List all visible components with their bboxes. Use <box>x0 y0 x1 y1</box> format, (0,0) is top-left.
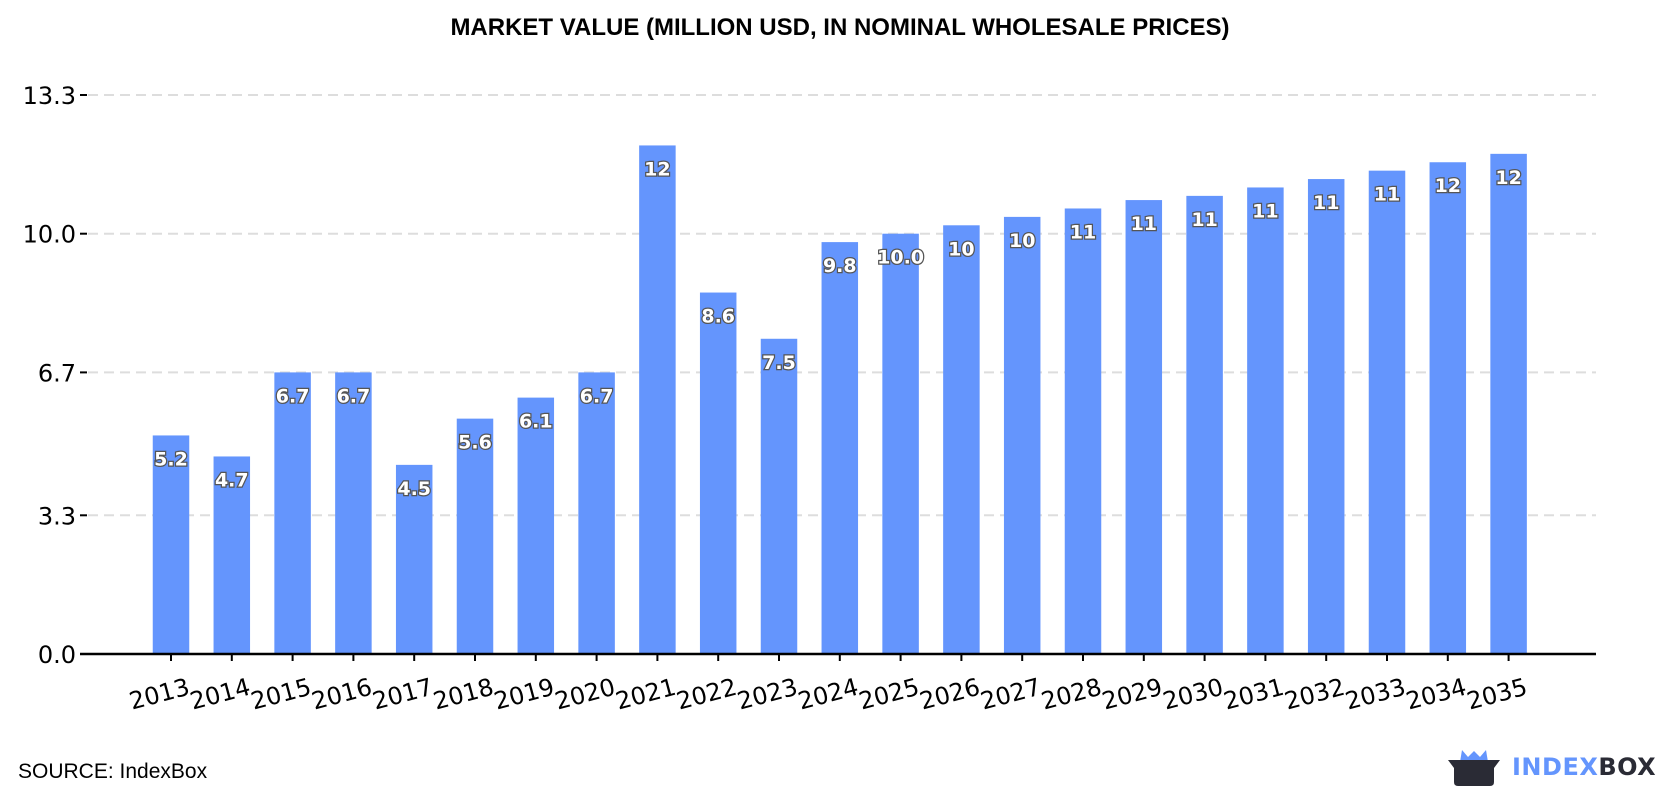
x-tick-label: 2030 <box>1160 673 1226 716</box>
data-label: 4.7 <box>215 469 249 491</box>
bar <box>1490 153 1527 654</box>
data-label: 6.7 <box>580 385 614 407</box>
x-tick-label: 2033 <box>1342 673 1408 716</box>
x-tick-label: 2018 <box>430 673 496 716</box>
indexbox-logo: INDEXBOX <box>1448 748 1656 786</box>
x-tick-label: 2024 <box>795 673 861 716</box>
data-label: 10 <box>948 238 974 260</box>
x-tick-label: 2022 <box>674 673 740 716</box>
bar <box>395 464 433 654</box>
y-tick-label: 6.7 <box>38 359 76 387</box>
data-label: 9.8 <box>823 255 857 277</box>
x-tick-label: 2021 <box>613 673 679 716</box>
bar <box>456 418 494 654</box>
x-tick-label: 2032 <box>1282 673 1348 716</box>
x-tick-label: 2026 <box>917 673 983 716</box>
data-label: 6.1 <box>519 411 553 433</box>
bar <box>882 233 919 654</box>
x-tick-label: 2013 <box>126 673 192 716</box>
data-label: 11 <box>1070 221 1096 243</box>
bar <box>152 435 190 654</box>
data-label: 12 <box>1495 167 1521 189</box>
bar <box>517 397 555 654</box>
data-label: 11 <box>1313 192 1339 214</box>
x-tick-label: 2029 <box>1099 673 1165 716</box>
data-label: 10 <box>1009 230 1035 252</box>
x-tick-label: 2028 <box>1038 673 1104 716</box>
box-logo-icon <box>1448 750 1500 786</box>
y-tick-label: 13.3 <box>23 82 76 110</box>
logo-text-box: BOX <box>1598 753 1657 781</box>
data-label: 7.5 <box>762 352 796 374</box>
source-label: SOURCE: IndexBox <box>18 760 208 783</box>
bar <box>213 456 251 654</box>
x-tick-label: 2020 <box>552 673 618 716</box>
bar <box>821 242 859 654</box>
x-tick-label: 2031 <box>1221 673 1287 716</box>
bar <box>1368 170 1406 655</box>
bar <box>335 372 372 654</box>
bar <box>1125 200 1163 654</box>
bar <box>699 292 737 654</box>
data-label: 10.0 <box>877 247 924 269</box>
y-tick-label: 3.3 <box>38 502 76 530</box>
data-label: 5.6 <box>458 432 492 454</box>
x-tick-label: 2034 <box>1403 673 1469 716</box>
bar <box>578 372 615 654</box>
x-tick-label: 2014 <box>187 673 253 716</box>
x-tick-label: 2015 <box>248 673 314 716</box>
bar <box>1247 187 1284 654</box>
data-label: 4.5 <box>397 478 431 500</box>
x-tick-label: 2019 <box>491 673 557 716</box>
bar <box>1307 179 1345 654</box>
x-tick-label: 2017 <box>370 673 436 716</box>
chart-title: MARKET VALUE (MILLION USD, IN NOMINAL WH… <box>450 14 1230 41</box>
data-label: 11 <box>1131 213 1157 235</box>
data-label: 11 <box>1374 184 1400 206</box>
x-tick-label: 2023 <box>734 673 800 716</box>
data-label: 6.7 <box>337 385 371 407</box>
data-label: 11 <box>1191 209 1217 231</box>
bar <box>1064 208 1102 654</box>
x-tick-label: 2025 <box>856 673 922 716</box>
bar <box>639 145 676 654</box>
bar <box>274 372 311 654</box>
bar <box>1186 195 1223 654</box>
x-tick-label: 2035 <box>1464 673 1530 716</box>
data-label: 6.7 <box>276 385 310 407</box>
bar <box>1003 216 1041 655</box>
x-tick-label: 2016 <box>309 673 375 716</box>
bar <box>760 338 798 654</box>
data-label: 11 <box>1252 200 1278 222</box>
bar <box>1429 162 1467 655</box>
y-tick-label: 10.0 <box>23 221 76 249</box>
x-tick-label: 2027 <box>978 673 1044 716</box>
data-label: 12 <box>644 158 670 180</box>
data-label: 12 <box>1435 175 1461 197</box>
logo-text-index: INDEX <box>1512 753 1599 781</box>
bar <box>943 225 980 655</box>
data-label: 5.2 <box>154 448 188 470</box>
data-label: 8.6 <box>701 306 735 328</box>
y-tick-label: 0.0 <box>38 641 76 669</box>
